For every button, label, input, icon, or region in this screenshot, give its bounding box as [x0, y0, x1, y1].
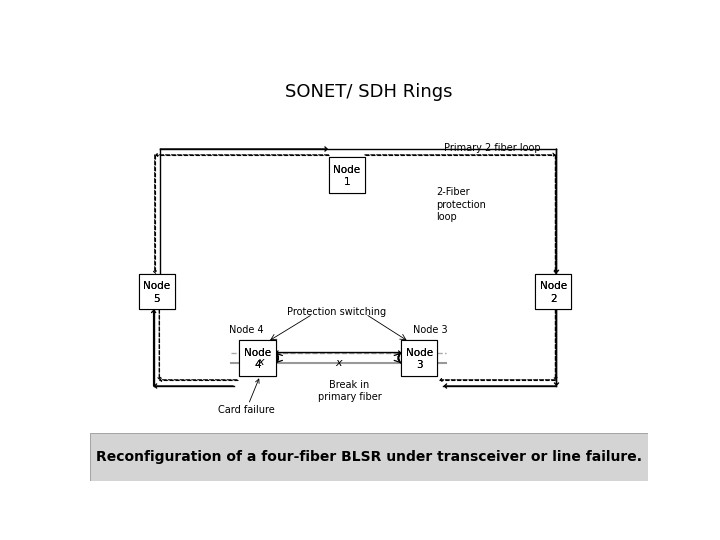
- Bar: [535, 274, 571, 309]
- Text: 4: 4: [254, 360, 261, 370]
- Bar: [139, 274, 175, 309]
- Text: Protection switching: Protection switching: [287, 307, 386, 317]
- Text: Node 4: Node 4: [229, 325, 264, 335]
- Bar: [239, 340, 276, 376]
- Text: 4: 4: [254, 360, 261, 370]
- Text: Node: Node: [244, 348, 271, 358]
- Text: Node: Node: [333, 165, 360, 175]
- Bar: [328, 157, 365, 193]
- Text: Node: Node: [244, 348, 271, 358]
- Text: 3: 3: [416, 360, 423, 370]
- Text: 2-Fiber
protection
loop: 2-Fiber protection loop: [436, 187, 486, 222]
- Text: Node: Node: [539, 281, 567, 292]
- Text: 1: 1: [343, 178, 350, 187]
- Bar: [239, 340, 276, 376]
- Bar: [401, 340, 437, 376]
- Text: 2: 2: [550, 294, 557, 304]
- Text: Node: Node: [333, 165, 360, 175]
- Text: Node: Node: [539, 281, 567, 292]
- Text: x: x: [257, 357, 264, 367]
- Text: Card failure: Card failure: [218, 379, 274, 415]
- Text: Node: Node: [405, 348, 433, 358]
- Text: Node 3: Node 3: [413, 325, 448, 335]
- Bar: [535, 274, 571, 309]
- Text: Break in
primary fiber: Break in primary fiber: [318, 380, 382, 402]
- Text: 3: 3: [416, 360, 423, 370]
- Bar: [139, 274, 175, 309]
- Text: x: x: [335, 359, 341, 368]
- Bar: [401, 340, 437, 376]
- Text: 1: 1: [343, 178, 350, 187]
- Bar: [328, 157, 365, 193]
- Text: Reconfiguration of a four-fiber BLSR under transceiver or line failure.: Reconfiguration of a four-fiber BLSR und…: [96, 450, 642, 464]
- Text: 5: 5: [153, 294, 161, 304]
- Text: 5: 5: [153, 294, 161, 304]
- Text: Node: Node: [143, 281, 171, 292]
- Text: 2: 2: [550, 294, 557, 304]
- Text: Primary 2 fiber loop: Primary 2 fiber loop: [444, 143, 541, 153]
- Text: SONET/ SDH Rings: SONET/ SDH Rings: [285, 83, 453, 101]
- Text: Node: Node: [143, 281, 171, 292]
- Bar: [90, 433, 648, 481]
- Text: Node: Node: [405, 348, 433, 358]
